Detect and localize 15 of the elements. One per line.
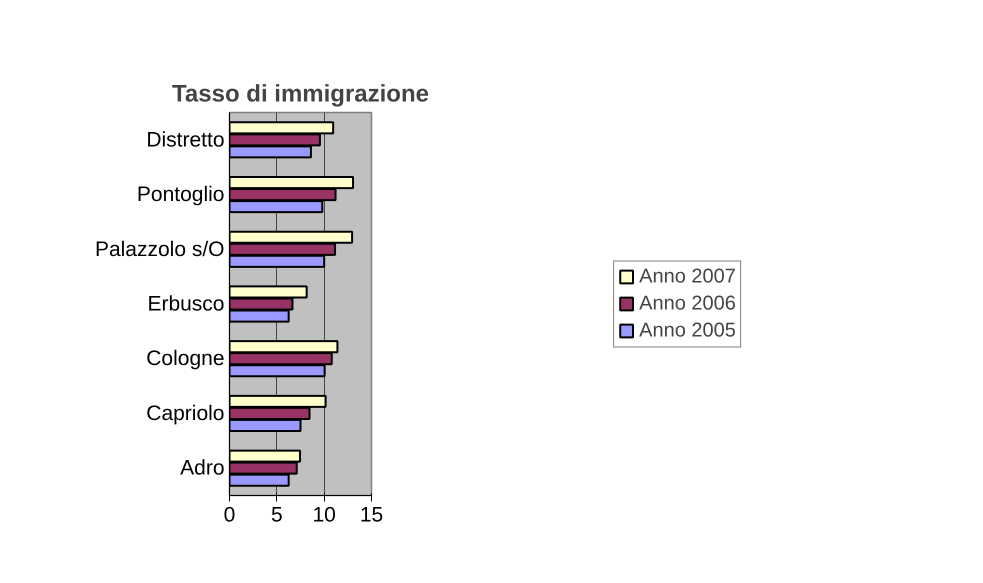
- y-tick-label: Pontoglio: [136, 183, 225, 206]
- x-tick-label: 5: [270, 504, 283, 526]
- x-tick-label: 0: [224, 504, 236, 526]
- x-tick-label: 10: [312, 504, 336, 526]
- y-tick-label: Adro: [180, 456, 224, 480]
- y-tick-label: Capriolo: [146, 402, 225, 425]
- legend-label: Anno 2007: [639, 265, 736, 288]
- legend-label: Anno 2006: [639, 292, 736, 315]
- legend-label: Anno 2005: [639, 319, 736, 342]
- y-tick-label: Palazzolo s/O: [94, 238, 225, 261]
- y-tick-label: Erbusco: [147, 292, 225, 316]
- x-tick-label: 15: [360, 504, 384, 526]
- chart-title: Tasso di immigrazione: [172, 80, 429, 108]
- y-tick-label: Distretto: [146, 128, 224, 152]
- y-tick-label: Cologne: [146, 347, 225, 370]
